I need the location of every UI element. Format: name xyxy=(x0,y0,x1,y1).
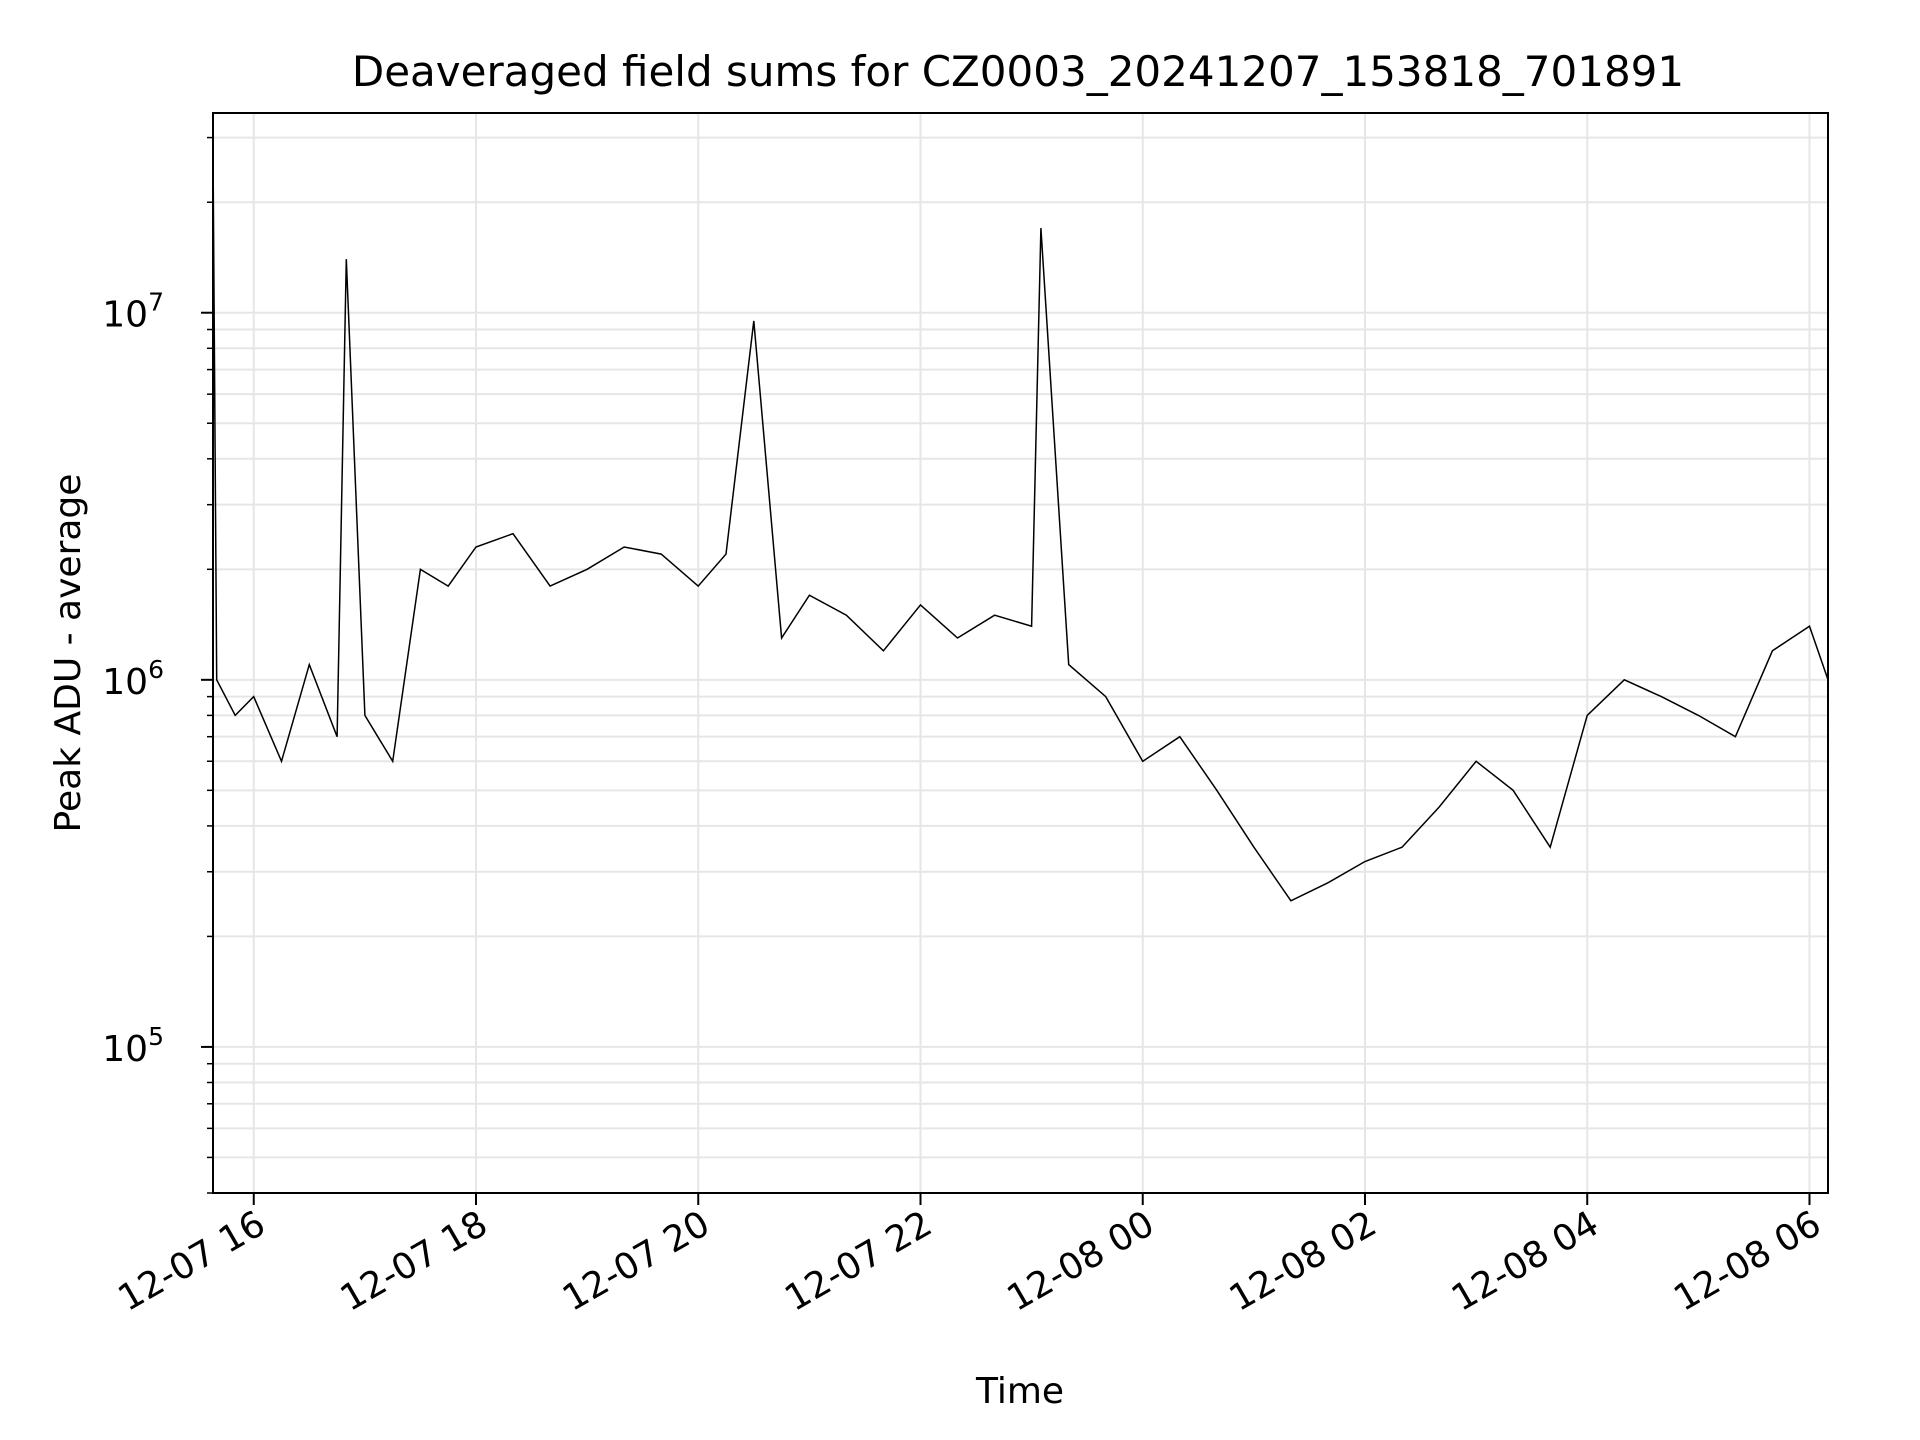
x-axis: 12-07 16 12-07 18 12-07 20 12-07 22 12-08 00… xyxy=(112,1193,1828,1320)
x-tick-label: 12-08 02 xyxy=(1223,1203,1384,1319)
y-axis: 105 106 107 xyxy=(102,136,213,1194)
x-tick-label: 12-08 06 xyxy=(1667,1203,1828,1319)
plot-frame xyxy=(212,112,1829,1194)
grid xyxy=(213,113,1828,1194)
x-tick-label: 12-07 22 xyxy=(778,1203,939,1319)
y-axis-label: Peak ADU - average xyxy=(48,474,89,833)
x-tick-label: 12-07 18 xyxy=(334,1203,495,1319)
series-line xyxy=(212,148,1829,902)
y-tick-label: 107 xyxy=(102,288,164,336)
y-tick-label: 105 xyxy=(102,1022,164,1070)
x-tick-label: 12-07 20 xyxy=(556,1203,717,1319)
x-tick-label: 12-08 00 xyxy=(1001,1203,1162,1319)
chart-title: Deaveraged field sums for CZ0003_2024120… xyxy=(352,47,1684,96)
x-axis-label: Time xyxy=(975,1371,1064,1412)
series-layer xyxy=(212,148,1829,902)
x-tick-label: 12-07 16 xyxy=(112,1203,273,1319)
y-tick-label: 106 xyxy=(102,655,164,703)
x-tick-label: 12-08 04 xyxy=(1445,1203,1606,1319)
